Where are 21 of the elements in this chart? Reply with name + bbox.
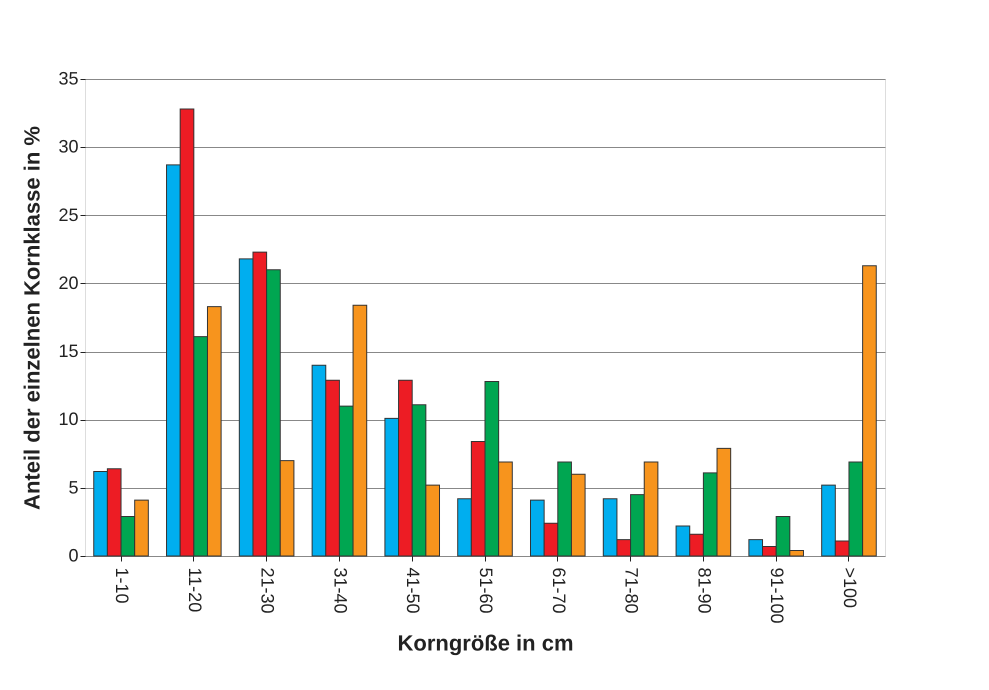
x-tick-label: 11-20	[184, 568, 205, 612]
y-axis-title: Anteil der einzelnen Kornklasse in %	[19, 126, 44, 510]
x-tick-label: 71-80	[622, 568, 642, 614]
x-tick-label: 51-60	[476, 568, 496, 614]
x-tick-label: 31-40	[330, 568, 350, 614]
x-tick-label: 61-70	[548, 568, 569, 614]
y-tick-label: 5	[68, 477, 78, 498]
y-tick-label: 20	[58, 272, 78, 293]
x-tick-label: 41-50	[403, 568, 424, 614]
x-tick-label: 81-90	[694, 568, 714, 614]
y-tick-label: 0	[68, 546, 78, 566]
x-axis-title: Korngröße in cm	[397, 630, 574, 656]
x-tick-label: 91-100	[767, 568, 788, 624]
y-tick-label: 10	[58, 409, 78, 430]
y-tick-label: 35	[58, 68, 78, 88]
y-tick-label: 15	[58, 341, 78, 362]
x-tick-label: 21-30	[258, 568, 278, 614]
y-tick-label: 25	[58, 204, 78, 225]
y-tick-label: 30	[58, 136, 78, 157]
x-tick-label: >100	[840, 568, 860, 608]
x-tick-label: 1-10	[112, 568, 132, 604]
